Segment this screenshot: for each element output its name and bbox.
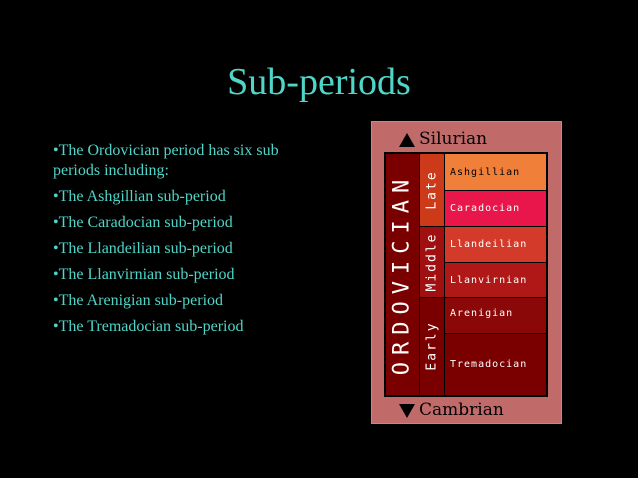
bullet-item: •The Llandeilian sub-period (53, 239, 303, 259)
bullet-text: The Tremadocian sub-period (58, 318, 244, 335)
arrow-down-icon (399, 403, 415, 418)
geologic-timescale-panel: Silurian ORDOVICIAN Late Middle Early As… (371, 121, 562, 424)
stage-caradocian: Caradocian (445, 191, 546, 226)
bullet-item: •The Arenigian sub-period (53, 291, 303, 311)
epoch-early-label: Early (424, 321, 440, 371)
bullet-text: The Llanvirnian sub-period (58, 266, 235, 283)
epoch-middle-label: Middle (424, 232, 440, 292)
stage-ashgillian: Ashgillian (445, 154, 546, 190)
above-period-label: Silurian (419, 129, 488, 149)
period-label: ORDOVICIAN (389, 172, 415, 376)
stage-llanvirnian: Llanvirnian (445, 263, 546, 297)
ordovician-table: ORDOVICIAN Late Middle Early Ashgillian … (384, 152, 548, 397)
bullet-marker: • (53, 266, 59, 283)
bullet-item: •The Tremadocian sub-period (53, 317, 303, 337)
bullet-item: •The Ashgillian sub-period (53, 187, 303, 207)
bullet-item: •The Ordovician period has six sub perio… (53, 141, 303, 181)
bullet-list: •The Ordovician period has six sub perio… (53, 141, 303, 343)
bullet-text: The Arenigian sub-period (58, 292, 224, 309)
bullet-text: The Caradocian sub-period (58, 214, 233, 231)
bullet-marker: • (53, 292, 59, 309)
period-column: ORDOVICIAN (386, 154, 419, 395)
cambrian-label-row: Cambrian (399, 400, 504, 420)
arrow-up-icon (399, 132, 415, 147)
bullet-marker: • (53, 318, 59, 335)
stage-llandeilian: Llandeilian (445, 227, 546, 262)
below-period-label: Cambrian (419, 400, 504, 420)
bullet-marker: • (53, 214, 59, 231)
stage-tremadocian: Tremadocian (445, 334, 546, 395)
slide-title: Sub-periods (227, 61, 411, 103)
epoch-late: Late (420, 154, 444, 226)
bullet-marker: • (53, 142, 59, 159)
bullet-text: The Llandeilian sub-period (58, 240, 233, 257)
bullet-text: The Ordovician period has six sub period… (53, 142, 279, 179)
bullet-text: The Ashgillian sub-period (58, 188, 226, 205)
stage-arenigian: Arenigian (445, 298, 546, 333)
silurian-label-row: Silurian (399, 129, 487, 149)
epoch-middle: Middle (420, 227, 444, 297)
bullet-item: •The Caradocian sub-period (53, 213, 303, 233)
bullet-marker: • (53, 188, 59, 205)
epoch-early: Early (420, 298, 444, 395)
bullet-marker: • (53, 240, 59, 257)
epoch-late-label: Late (424, 170, 440, 210)
bullet-item: •The Llanvirnian sub-period (53, 265, 303, 285)
